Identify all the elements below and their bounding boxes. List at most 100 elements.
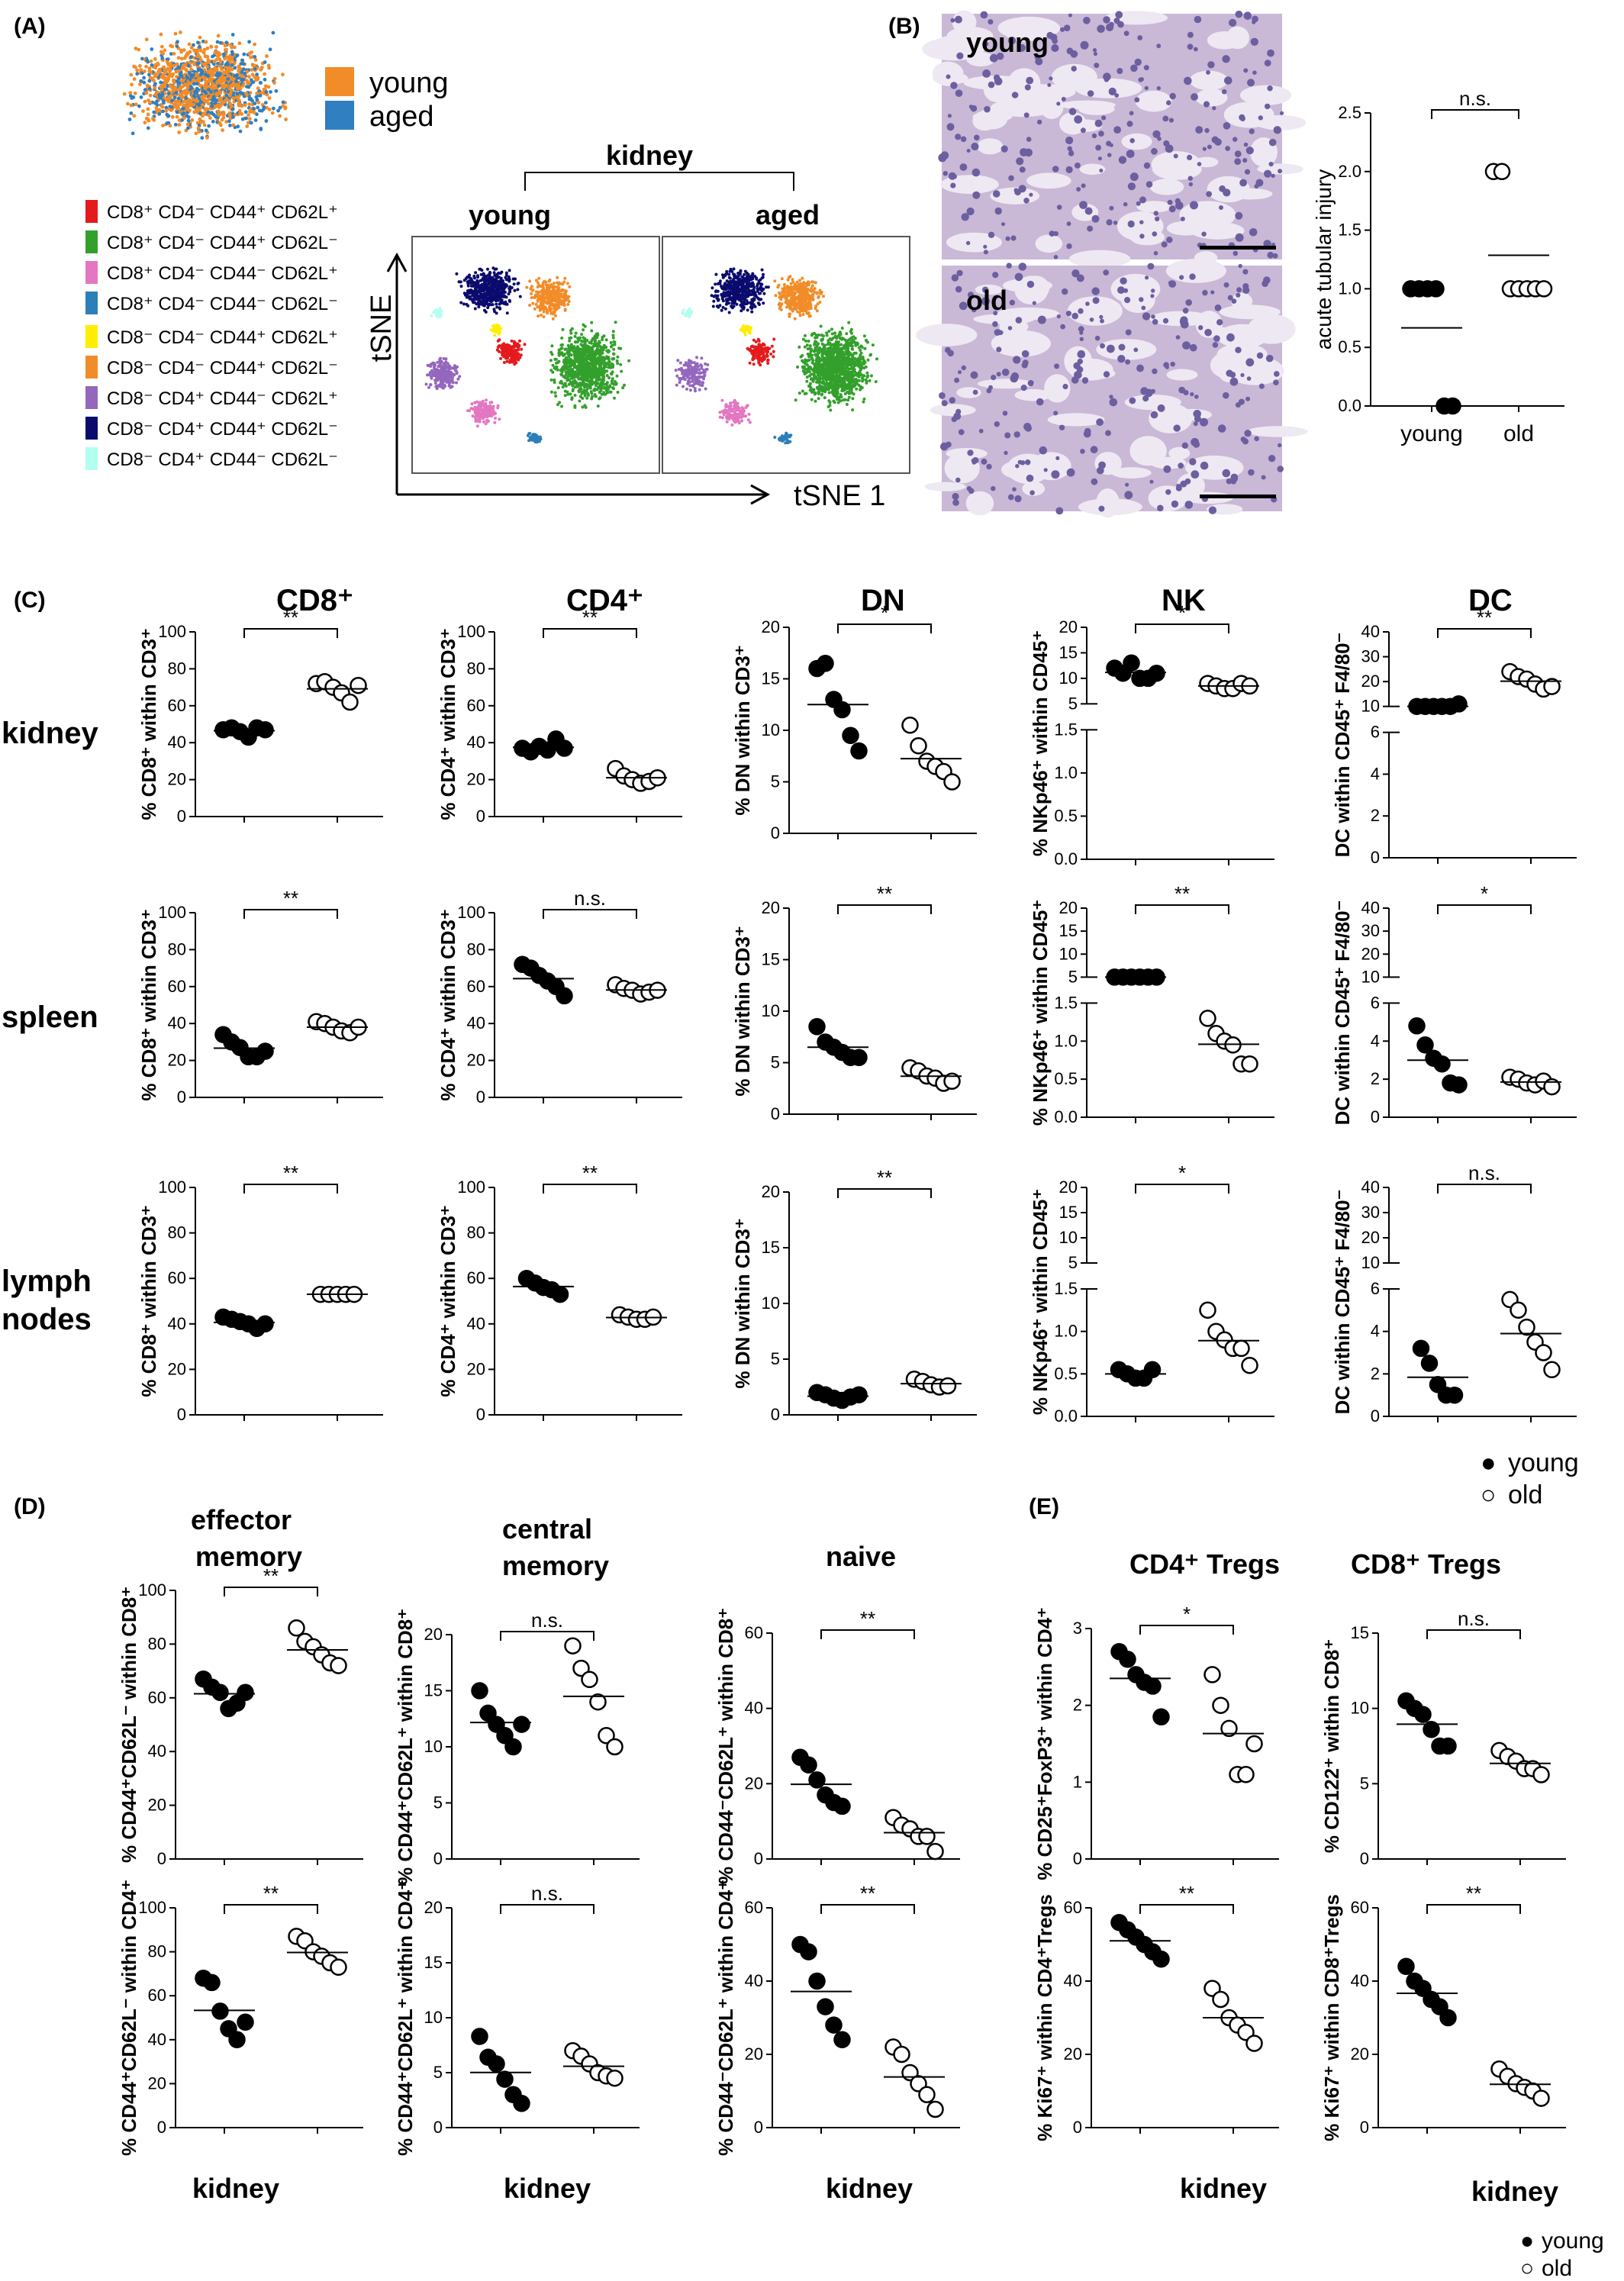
tsne-cell <box>822 295 825 298</box>
tsne-point <box>253 55 257 59</box>
tsne-cell <box>515 357 519 361</box>
tsne-cell <box>508 279 511 283</box>
tsne-point <box>253 66 257 71</box>
tsne-point <box>231 123 236 127</box>
tsne-cell <box>582 379 585 382</box>
tsne-cell <box>553 311 556 314</box>
tsne-cell <box>777 283 781 287</box>
tsne-cell <box>583 346 587 350</box>
tsne-point <box>193 110 197 114</box>
tsne-cell <box>746 292 749 295</box>
tsne-cell <box>446 362 450 366</box>
tsne-point <box>166 66 170 71</box>
tsne-cell <box>553 391 557 395</box>
tsne-cell <box>598 362 601 366</box>
tsne-point <box>147 69 152 73</box>
tsne-cell <box>533 296 536 300</box>
tsne-cell <box>437 375 441 379</box>
tsne-point <box>155 103 160 107</box>
tsne-point <box>255 72 259 76</box>
tsne-cell <box>448 384 452 388</box>
tsne-cell <box>533 307 536 311</box>
tsne-cell <box>488 292 491 295</box>
tsne-cell <box>580 333 584 337</box>
tsne-cell <box>611 333 615 337</box>
tsne-cell <box>593 340 597 343</box>
tsne-point <box>190 118 195 122</box>
tsne-cell <box>592 337 595 340</box>
tsne-point <box>145 58 150 63</box>
tsne-cell <box>587 373 591 377</box>
tsne-cell <box>562 292 566 295</box>
tsne-point <box>188 50 192 54</box>
tsne-cell <box>760 268 764 272</box>
tsne-cell <box>819 292 823 295</box>
tsne-cell <box>433 382 437 385</box>
tsne-cell <box>517 282 520 285</box>
tsne-cell <box>740 296 744 300</box>
tsne-point <box>264 119 269 123</box>
tsne-point <box>238 66 242 70</box>
tsne-cell <box>746 301 749 304</box>
tsne-cell <box>859 354 862 358</box>
tsne-cell <box>607 366 611 369</box>
tsne-cell <box>605 374 609 378</box>
cluster-label: CD8⁻ CD4⁻ CD44⁺ CD62L⁺ <box>107 327 338 348</box>
tsne-point <box>132 77 137 81</box>
tsne-point <box>195 98 199 102</box>
tsne-cell <box>723 284 727 288</box>
tsne-cell <box>429 365 433 368</box>
tsne-cell <box>732 280 736 284</box>
tsne-point <box>158 95 162 100</box>
tsne-point <box>173 31 178 36</box>
tsne-cell <box>435 387 439 391</box>
tsne-point <box>144 64 148 69</box>
tsne-cell <box>498 417 501 421</box>
tsne-cell <box>556 288 559 292</box>
tsne-cell <box>602 334 606 338</box>
tsne-point <box>238 90 243 95</box>
tsne-cell <box>787 294 791 298</box>
tsne-cell <box>589 358 593 362</box>
tsne-point <box>143 99 147 104</box>
tsne-cell <box>815 309 819 313</box>
tsne-point <box>252 106 256 111</box>
tsne-cell <box>563 276 567 280</box>
tsne-point <box>223 43 227 48</box>
tsne-point <box>182 106 186 111</box>
tsne-cell <box>601 348 605 352</box>
tsne-cell <box>570 327 574 330</box>
tsne-cell <box>578 384 582 388</box>
tsne-cell <box>431 361 435 365</box>
tsne-cell <box>773 279 777 283</box>
tsne-cell <box>437 372 441 375</box>
tsne-point <box>175 44 179 48</box>
tsne-cell <box>567 355 571 359</box>
tsne-point <box>214 69 218 72</box>
tsne-point <box>271 31 276 35</box>
tsne-cell <box>550 344 554 348</box>
tsne-cell <box>585 396 589 400</box>
tsne-cell <box>560 288 564 292</box>
tsne-point <box>139 68 143 72</box>
tsne-cell <box>430 314 433 317</box>
tsne-point <box>240 58 245 63</box>
tsne-cell <box>788 275 792 279</box>
tsne-cell <box>516 352 520 356</box>
tsne-cell <box>568 337 572 340</box>
tsne-cell <box>755 276 759 280</box>
tsne-cell <box>493 293 497 297</box>
tsne-cell <box>612 357 616 360</box>
tsne-cell <box>491 303 495 307</box>
tsne-point <box>220 118 224 122</box>
tsne-cell <box>815 292 819 295</box>
tsne-cell <box>611 382 614 385</box>
tsne-cell <box>502 361 506 364</box>
tsne-cell <box>476 282 480 285</box>
tsne-point <box>166 95 171 99</box>
tsne-point <box>188 108 192 112</box>
tsne-cell <box>501 350 505 354</box>
kidney-title: kidney <box>606 140 693 171</box>
tsne-cell <box>466 284 470 288</box>
tsne-point <box>211 98 215 102</box>
